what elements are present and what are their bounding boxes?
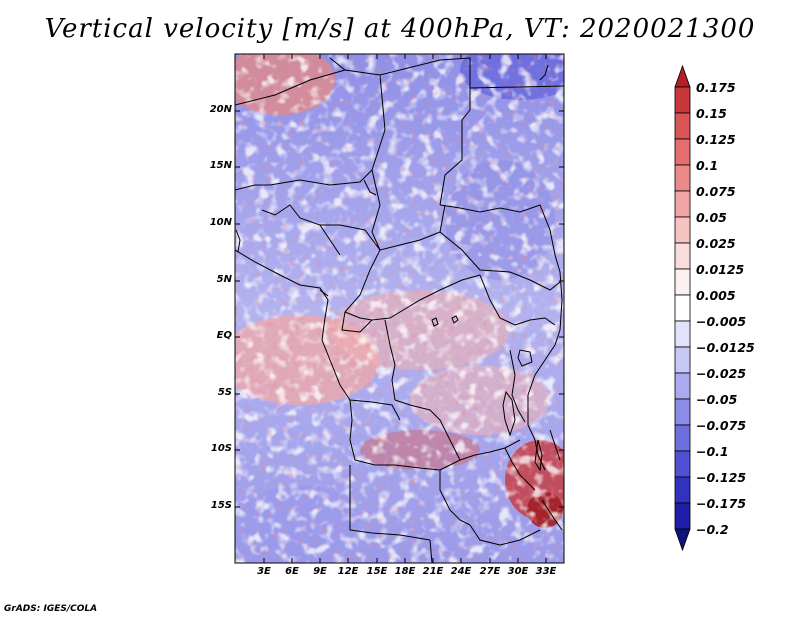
colorbar-label-2: 0.15 xyxy=(696,106,727,121)
lon-label-33e: 33E xyxy=(535,566,557,577)
colorbar-swatch xyxy=(674,398,691,426)
colorbar-swatch xyxy=(674,320,691,348)
colorbar-label-1: 0.175 xyxy=(696,80,736,95)
lat-label-15s: 15S xyxy=(210,500,232,511)
plot-frame xyxy=(234,53,565,564)
colorbar-swatch xyxy=(674,190,691,218)
colorbar-swatch xyxy=(674,424,691,452)
lat-label-10s: 10S xyxy=(210,443,232,454)
colorbar-label-16: −0.125 xyxy=(696,470,747,485)
lat-label-5s: 5S xyxy=(217,387,232,398)
lat-ticks xyxy=(235,110,564,508)
lon-label-21e: 21E xyxy=(422,566,444,577)
colorbar-swatch xyxy=(674,502,691,530)
lon-ticks xyxy=(263,54,547,563)
lon-label-27e: 27E xyxy=(479,566,501,577)
colorbar-swatch xyxy=(674,346,691,374)
colorbar-bottom-arrow xyxy=(674,528,691,552)
colorbar-label-7: 0.025 xyxy=(696,236,736,251)
lon-label-6e: 6E xyxy=(285,566,299,577)
map-title: Vertical velocity [m/s] at 400hPa, VT: 2… xyxy=(44,14,756,44)
country-borders xyxy=(235,57,564,563)
lon-label-24e: 24E xyxy=(450,566,472,577)
colorbar-label-10: −0.005 xyxy=(696,314,747,329)
colorbar-label-5: 0.075 xyxy=(696,184,736,199)
colorbar-label-14: −0.075 xyxy=(696,418,747,433)
colorbar-top-arrow xyxy=(674,64,691,88)
lat-label-20n: 20N xyxy=(209,104,232,115)
colorbar-swatch xyxy=(674,476,691,504)
colorbar-swatch xyxy=(674,86,691,114)
colorbar-label-8: 0.0125 xyxy=(696,262,745,277)
lon-label-9e: 9E xyxy=(313,566,327,577)
colorbar-label-6: 0.05 xyxy=(696,210,727,225)
lon-label-18e: 18E xyxy=(394,566,416,577)
colorbar-swatch xyxy=(674,112,691,140)
colorbar-label-11: −0.0125 xyxy=(696,340,755,355)
colorbar-swatch xyxy=(674,242,691,270)
colorbar-swatch xyxy=(674,268,691,296)
lon-label-12e: 12E xyxy=(337,566,359,577)
colorbar-swatch xyxy=(674,450,691,478)
colorbar-swatch xyxy=(674,164,691,192)
colorbar-label-17: −0.175 xyxy=(696,496,747,511)
colorbar-label-9: 0.005 xyxy=(696,288,736,303)
lon-label-15e: 15E xyxy=(366,566,388,577)
footer-credit: GrADS: IGES/COLA xyxy=(4,604,98,614)
colorbar-label-15: −0.1 xyxy=(696,444,729,459)
lon-label-3e: 3E xyxy=(257,566,271,577)
colorbar-swatch xyxy=(674,372,691,400)
lat-label-5n: 5N xyxy=(216,274,232,285)
colorbar-label-18: −0.2 xyxy=(696,522,729,537)
lon-label-30e: 30E xyxy=(507,566,529,577)
colorbar-swatch xyxy=(674,138,691,166)
colorbar-label-4: 0.1 xyxy=(696,158,719,173)
colorbar-swatch xyxy=(674,294,691,322)
colorbar xyxy=(674,64,691,552)
colorbar-label-3: 0.125 xyxy=(696,132,736,147)
colorbar-swatch xyxy=(674,216,691,244)
colorbar-label-13: −0.05 xyxy=(696,392,738,407)
lat-label-15n: 15N xyxy=(209,160,232,171)
velocity-field xyxy=(235,54,564,563)
lat-label-eq: EQ xyxy=(216,330,232,341)
lat-label-10n: 10N xyxy=(209,217,232,228)
colorbar-label-12: −0.025 xyxy=(696,366,747,381)
